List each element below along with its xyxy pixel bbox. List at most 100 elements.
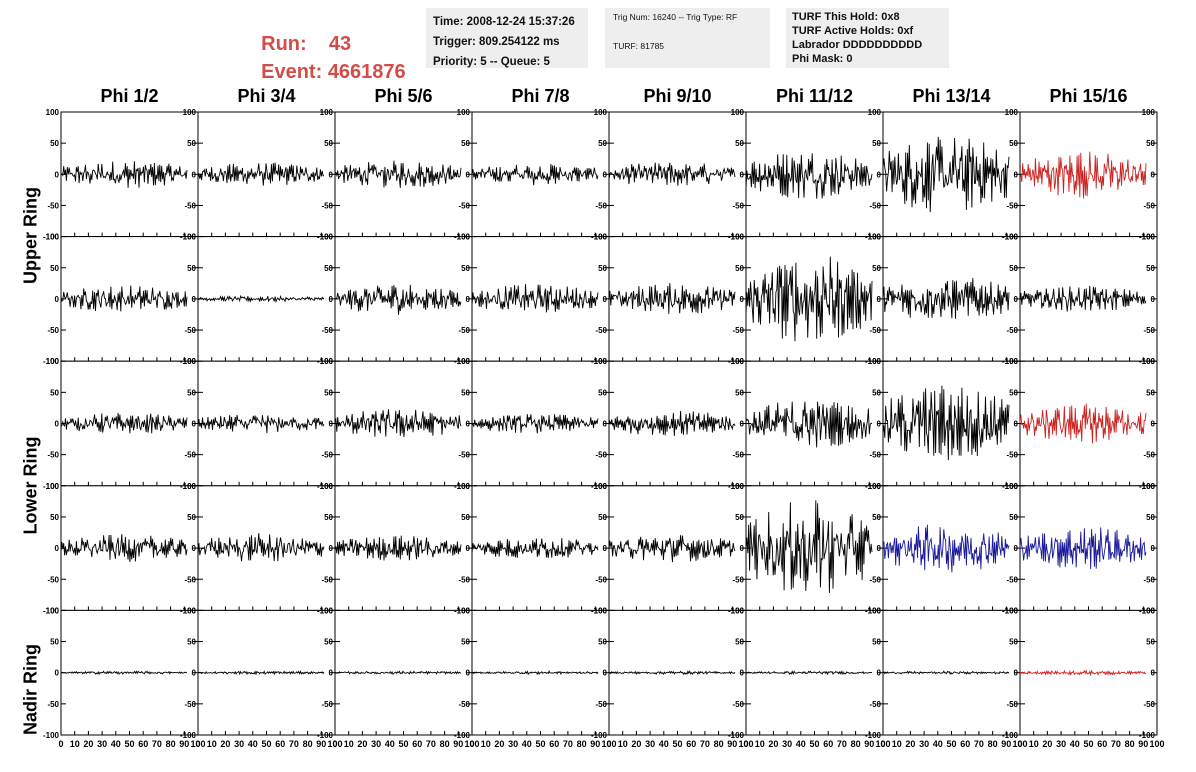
y-tick-label: 50 bbox=[187, 638, 196, 647]
y-tick-label: 50 bbox=[324, 513, 333, 522]
x-tick-label: 90 bbox=[1001, 739, 1011, 749]
x-tick-label: 30 bbox=[234, 739, 244, 749]
y-tick-label: -50 bbox=[321, 451, 333, 460]
y-tick-label: -100 bbox=[454, 606, 471, 615]
x-tick-label: 80 bbox=[577, 739, 587, 749]
y-tick-label: -100 bbox=[591, 482, 608, 491]
y-tick-label: -100 bbox=[43, 606, 60, 615]
y-tick-label: 100 bbox=[46, 606, 60, 615]
x-tick-label: 90 bbox=[864, 739, 874, 749]
phi-mask-text: Phi Mask: 0 bbox=[792, 53, 853, 65]
y-tick-label: -100 bbox=[1139, 606, 1156, 615]
y-tick-label: -100 bbox=[1139, 731, 1156, 740]
y-tick-label: 50 bbox=[461, 513, 470, 522]
y-tick-label: 100 bbox=[731, 606, 745, 615]
y-tick-label: 50 bbox=[598, 264, 607, 273]
x-tick-label: 80 bbox=[303, 739, 313, 749]
column-title-phi-1-2: Phi 1/2 bbox=[100, 86, 159, 106]
y-tick-label: 50 bbox=[50, 139, 59, 148]
x-tick-label: 30 bbox=[645, 739, 655, 749]
y-tick-label: -100 bbox=[317, 482, 334, 491]
y-tick-label: -100 bbox=[180, 731, 197, 740]
y-tick-label: -100 bbox=[865, 731, 882, 740]
y-tick-label: -50 bbox=[47, 326, 59, 335]
waveform-trace bbox=[1019, 403, 1147, 444]
waveform-trace bbox=[334, 409, 462, 438]
x-tick-label: 20 bbox=[768, 739, 778, 749]
y-tick-label: -100 bbox=[180, 482, 197, 491]
y-tick-label: 100 bbox=[594, 482, 608, 491]
y-tick-label: 0 bbox=[1014, 669, 1019, 678]
y-tick-label: 0 bbox=[55, 295, 60, 304]
y-tick-label: 100 bbox=[868, 108, 882, 117]
run-label-text: Run: bbox=[261, 33, 307, 55]
turf-this-hold: TURF This Hold: 0x8 bbox=[792, 11, 900, 23]
x-tick-label: 60 bbox=[823, 739, 833, 749]
waveform-trace bbox=[60, 285, 188, 312]
waveform-trace bbox=[197, 162, 325, 186]
y-tick-label: 50 bbox=[1146, 638, 1155, 647]
y-tick-label: -100 bbox=[180, 606, 197, 615]
x-tick-label: 60 bbox=[412, 739, 422, 749]
y-tick-label: 0 bbox=[55, 669, 60, 678]
y-tick-label: 0 bbox=[55, 170, 60, 179]
y-tick-label: 50 bbox=[735, 139, 744, 148]
y-tick-label: -50 bbox=[869, 451, 881, 460]
y-tick-label: 0 bbox=[603, 420, 608, 429]
y-tick-label: 50 bbox=[735, 264, 744, 273]
x-tick-label: 40 bbox=[385, 739, 395, 749]
y-tick-label: -50 bbox=[732, 326, 744, 335]
y-tick-label: 100 bbox=[868, 606, 882, 615]
y-tick-label: -100 bbox=[180, 357, 197, 366]
y-tick-label: -100 bbox=[591, 731, 608, 740]
y-tick-label: -50 bbox=[595, 575, 607, 584]
x-tick-label: 10 bbox=[755, 739, 765, 749]
x-tick-label: 50 bbox=[398, 739, 408, 749]
y-tick-label: 0 bbox=[466, 544, 471, 553]
x-tick-label: 70 bbox=[289, 739, 299, 749]
y-tick-label: 0 bbox=[55, 544, 60, 553]
x-tick-label: 0 bbox=[469, 739, 474, 749]
y-tick-label: -50 bbox=[321, 326, 333, 335]
waveform-trace bbox=[60, 161, 188, 188]
x-tick-label: 80 bbox=[988, 739, 998, 749]
x-tick-label: 0 bbox=[880, 739, 885, 749]
waveform-trace bbox=[882, 278, 1010, 319]
y-tick-label: 0 bbox=[740, 544, 745, 553]
y-tick-label: -50 bbox=[1143, 575, 1155, 584]
y-tick-label: 50 bbox=[50, 388, 59, 397]
x-tick-label: 20 bbox=[631, 739, 641, 749]
y-tick-label: 100 bbox=[457, 233, 471, 242]
y-tick-label: 100 bbox=[868, 357, 882, 366]
y-tick-label: -50 bbox=[458, 575, 470, 584]
y-tick-label: 100 bbox=[320, 482, 334, 491]
y-tick-label: -50 bbox=[595, 201, 607, 210]
y-tick-label: 0 bbox=[603, 170, 608, 179]
x-tick-label: 20 bbox=[905, 739, 915, 749]
x-tick-label: 40 bbox=[933, 739, 943, 749]
y-tick-label: 50 bbox=[187, 388, 196, 397]
y-tick-label: -50 bbox=[458, 700, 470, 709]
y-tick-label: -50 bbox=[595, 700, 607, 709]
waveform-trace bbox=[1019, 151, 1147, 199]
x-tick-label: 70 bbox=[152, 739, 162, 749]
x-tick-label: 20 bbox=[357, 739, 367, 749]
y-tick-label: -100 bbox=[454, 233, 471, 242]
y-tick-label: 0 bbox=[329, 420, 334, 429]
x-tick-label: 40 bbox=[248, 739, 258, 749]
waveform-trace bbox=[197, 294, 325, 304]
y-tick-label: 50 bbox=[324, 388, 333, 397]
y-tick-label: 0 bbox=[603, 295, 608, 304]
x-tick-label: 30 bbox=[1056, 739, 1066, 749]
x-tick-label: 70 bbox=[974, 739, 984, 749]
y-tick-label: -50 bbox=[1006, 575, 1018, 584]
waveform-trace bbox=[745, 401, 873, 448]
y-tick-label: -100 bbox=[454, 482, 471, 491]
waveform-trace bbox=[1019, 669, 1147, 677]
x-tick-label: 20 bbox=[220, 739, 230, 749]
y-tick-label: -50 bbox=[869, 201, 881, 210]
y-tick-label: -50 bbox=[1006, 201, 1018, 210]
y-tick-label: 100 bbox=[320, 357, 334, 366]
y-tick-label: 50 bbox=[1009, 513, 1018, 522]
